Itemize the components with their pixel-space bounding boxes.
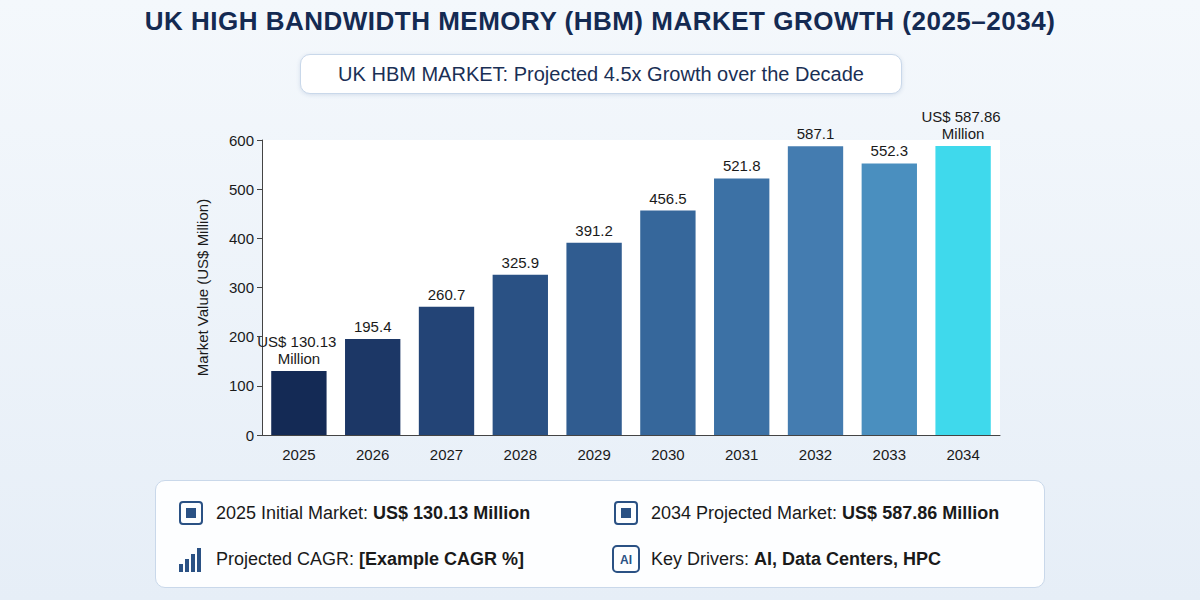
svg-text:100: 100: [229, 377, 254, 394]
svg-text:2026: 2026: [356, 446, 389, 463]
svg-text:2032: 2032: [799, 446, 832, 463]
svg-text:2029: 2029: [577, 446, 610, 463]
svg-text:Million: Million: [942, 125, 985, 142]
svg-text:400: 400: [229, 230, 254, 247]
svg-text:300: 300: [229, 279, 254, 296]
svg-text:325.9: 325.9: [502, 254, 540, 271]
svg-text:260.7: 260.7: [428, 286, 466, 303]
html-text:UK HIGH BANDWIDTH MEMORY (HBM): UK HIGH BANDWIDTH MEMORY (HBM) MARKET GR…: [144, 6, 1056, 36]
svg-text:391.2: 391.2: [575, 222, 613, 239]
html-text:Projected CAGR: [Example CAGR: Projected CAGR: [Example CAGR %]: [216, 548, 525, 569]
svg-text:2025: 2025: [282, 446, 315, 463]
html-text:2034 Projected Market: US$ 587: 2034 Projected Market: US$ 587.86 Millio…: [651, 502, 1000, 523]
svg-text:456.5: 456.5: [649, 190, 687, 207]
svg-text:600: 600: [229, 132, 254, 149]
svg-text:521.8: 521.8: [723, 157, 761, 174]
svg-text:200: 200: [229, 328, 254, 345]
svg-text:AI: AI: [620, 553, 632, 567]
html-text:Key Drivers: AI, Data Centers,: Key Drivers: AI, Data Centers, HPC: [651, 548, 942, 569]
html-text:2025 Initial Market: US$ 130.1: 2025 Initial Market: US$ 130.13 Million: [216, 502, 531, 523]
svg-text:195.4: 195.4: [354, 318, 392, 335]
svg-text:2034: 2034: [946, 446, 979, 463]
svg-text:2028: 2028: [504, 446, 537, 463]
svg-text:2030: 2030: [651, 446, 684, 463]
svg-text:2027: 2027: [430, 446, 463, 463]
html-text:UK HBM MARKET: Projected 4.5x: UK HBM MARKET: Projected 4.5x Growth ove…: [338, 63, 864, 85]
svg-text:US$ 130.13: US$ 130.13: [257, 333, 340, 350]
svg-text:552.3: 552.3: [871, 142, 909, 159]
svg-text:Market Value (US$ Million): Market Value (US$ Million): [194, 199, 211, 376]
svg-text:US$ 587.86: US$ 587.86: [921, 108, 1004, 125]
svg-text:Million: Million: [278, 350, 321, 367]
svg-text:2031: 2031: [725, 446, 758, 463]
svg-text:2033: 2033: [873, 446, 906, 463]
svg-text:0: 0: [246, 427, 254, 444]
svg-text:587.1: 587.1: [797, 125, 835, 142]
svg-text:500: 500: [229, 181, 254, 198]
